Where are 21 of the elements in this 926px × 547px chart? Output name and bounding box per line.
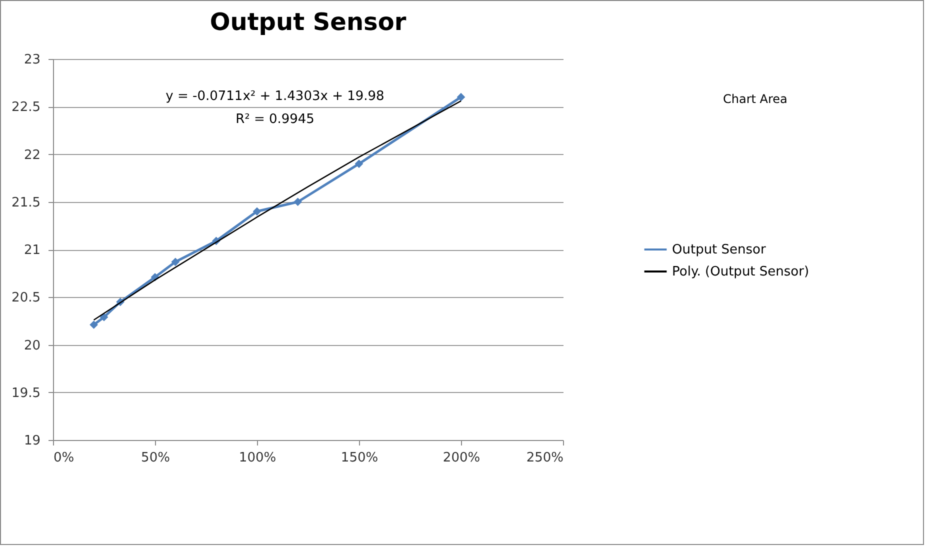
x-tick-label: 200% [442,450,480,466]
y-tick-label: 21.5 [12,195,40,210]
y-tick-label: 21 [24,243,40,258]
y-tick-label: 22 [24,148,40,163]
annotation: y = -0.0711x² + 1.4303x + 19.98 [166,89,384,104]
y-tick-label: 19 [24,434,40,448]
legend-label: Poly. (Output Sensor) [672,264,810,280]
x-tick-label: 150% [340,450,378,466]
chart-title: Output Sensor [210,8,406,36]
x-tick-label: 100% [238,450,276,466]
y-tick-label: 20.5 [12,290,40,306]
x-tick-label: 50% [141,450,170,466]
legend-label: Output Sensor [672,242,767,258]
y-tick-label: 19.5 [12,386,40,401]
y-tick-label: 23 [24,52,40,68]
x-tick-label: 0% [54,450,74,466]
text: Chart Area [723,92,788,106]
annotation: R² = 0.9945 [236,112,314,127]
x-tick-label: 250% [526,450,564,466]
y-tick-label: 20 [24,338,40,354]
y-tick-label: 22.5 [12,100,40,116]
